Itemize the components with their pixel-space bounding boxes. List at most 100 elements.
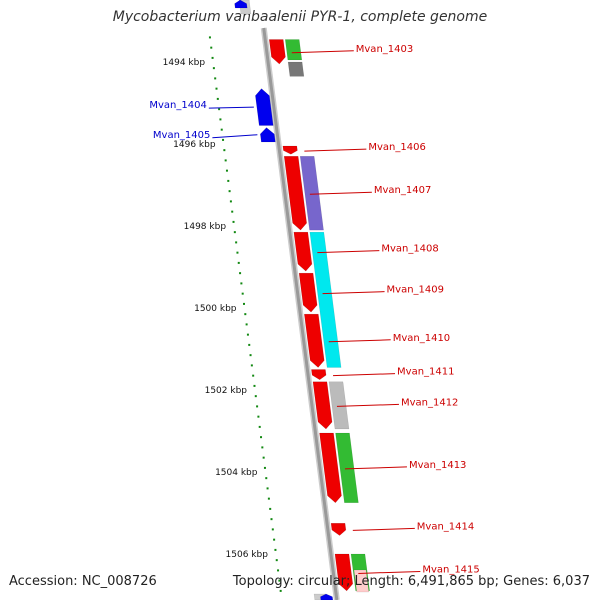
- minor-tick: [237, 261, 240, 264]
- gene-label[interactable]: Mvan_1406: [368, 142, 425, 153]
- minor-tick: [248, 343, 251, 346]
- minor-tick: [229, 200, 232, 203]
- gene-arrow-mvan-1415: [334, 553, 354, 592]
- gene-arrow-mvan-1413: [319, 432, 342, 504]
- gene-label[interactable]: Mvan_1413: [409, 460, 466, 471]
- minor-tick: [275, 559, 278, 562]
- label-leader-line: [212, 134, 258, 139]
- gene-label[interactable]: Mvan_1409: [387, 285, 444, 296]
- tick-label: 1502 kbp: [205, 386, 248, 396]
- gene-features-track: [234, 0, 370, 600]
- label-leader-line: [309, 191, 372, 195]
- accession-text: Accession: NC_008726: [9, 574, 157, 589]
- gene-label[interactable]: Mvan_1405: [153, 130, 210, 141]
- minor-tick: [257, 415, 260, 418]
- minor-tick: [225, 169, 228, 172]
- label-leader-line: [208, 106, 254, 109]
- minor-tick: [256, 405, 259, 408]
- gene-label[interactable]: Mvan_1404: [149, 100, 206, 111]
- partial-gene-top: [234, 0, 248, 9]
- minor-tick: [254, 395, 257, 398]
- minor-tick: [278, 579, 281, 582]
- minor-tick: [245, 323, 248, 326]
- minor-tick: [236, 251, 239, 254]
- gene-arrow-mvan-1414: [330, 523, 347, 536]
- minor-tick: [227, 179, 230, 182]
- minor-tick: [249, 354, 252, 357]
- gene-label[interactable]: Mvan_1411: [397, 367, 454, 378]
- label-leader-line: [291, 50, 354, 54]
- label-leader-line: [358, 570, 421, 574]
- tick-label: 1500 kbp: [194, 304, 237, 314]
- minor-tick: [235, 241, 238, 244]
- minor-tick: [241, 292, 244, 295]
- feature-bar-cyan: [309, 231, 342, 368]
- gene-label[interactable]: Mvan_1403: [356, 44, 413, 55]
- minor-tick: [212, 67, 215, 70]
- gene-arrow-mvan-1403: [268, 39, 286, 65]
- tick-label: 1494 kbp: [163, 58, 206, 68]
- feature-bar-light-grey: [328, 381, 350, 430]
- minor-tick: [211, 56, 214, 59]
- gene-arrow-mvan-1407: [283, 156, 307, 231]
- minor-tick: [222, 138, 225, 141]
- gene-arrow-mvan-1404: [255, 88, 274, 126]
- gene-arrow-mvan-1408: [293, 231, 313, 272]
- minor-tick: [232, 220, 235, 223]
- label-leader-line: [344, 466, 407, 470]
- minor-tick: [216, 97, 219, 100]
- gene-arrow-mvan-1405: [260, 127, 276, 143]
- minor-tick: [224, 159, 227, 162]
- label-leader-line: [352, 527, 415, 531]
- minor-tick: [214, 77, 217, 80]
- minor-tick: [262, 456, 265, 459]
- tick-label: 1496 kbp: [173, 140, 216, 150]
- minor-tick: [208, 36, 211, 39]
- minor-tick: [252, 374, 255, 377]
- tick-label: 1504 kbp: [215, 468, 258, 478]
- label-leader-line: [336, 403, 399, 407]
- minor-tick: [265, 477, 268, 480]
- gene-label[interactable]: Mvan_1408: [381, 244, 438, 255]
- feature-bar-green: [284, 39, 303, 61]
- label-leader-line: [328, 339, 391, 343]
- minor-tick: [260, 436, 263, 439]
- gene-arrow-mvan-1411: [311, 369, 327, 381]
- backbone-line: [262, 27, 339, 600]
- label-leader-line: [333, 373, 396, 377]
- gene-label[interactable]: Mvan_1414: [417, 521, 474, 532]
- gene-arrow-mvan-1406: [282, 145, 298, 155]
- minor-tick: [269, 507, 272, 510]
- minor-tick: [228, 190, 231, 193]
- feature-bar-grey: [287, 61, 305, 77]
- gene-label[interactable]: Mvan_1407: [374, 185, 431, 196]
- minor-tick: [266, 487, 269, 490]
- minor-tick: [233, 231, 236, 234]
- label-leader-line: [304, 148, 367, 152]
- gene-label[interactable]: Mvan_1412: [401, 397, 458, 408]
- gene-arrow-mvan-1410: [304, 313, 325, 368]
- minor-tick: [215, 87, 218, 90]
- tick-label: 1506 kbp: [226, 550, 269, 560]
- feature-bar-purple: [299, 156, 324, 231]
- map-title: Mycobacterium vanbaalenii PYR-1, complet…: [112, 9, 488, 25]
- minor-tick: [274, 548, 277, 551]
- gene-arrow-mvan-1412: [312, 381, 333, 430]
- minor-tick: [267, 497, 270, 500]
- minor-tick: [244, 313, 247, 316]
- minor-tick: [253, 384, 256, 387]
- minor-tick: [270, 518, 273, 521]
- gene-arrows-track: [255, 39, 354, 592]
- gene-label[interactable]: Mvan_1410: [393, 333, 450, 344]
- minor-tick: [273, 538, 276, 541]
- minor-tick: [258, 425, 261, 428]
- gene-label[interactable]: Mvan_1415: [422, 564, 479, 575]
- label-leader-line: [317, 250, 380, 254]
- minor-tick: [246, 333, 249, 336]
- partial-feature-pink: [353, 569, 370, 593]
- minor-tick: [231, 210, 234, 213]
- minor-tick: [210, 46, 213, 49]
- gene-labels: Mvan_1403 Mvan_1404 Mvan_1405 Mvan_1406 Mvan…: [149, 44, 479, 576]
- genome-backbone: [260, 27, 340, 600]
